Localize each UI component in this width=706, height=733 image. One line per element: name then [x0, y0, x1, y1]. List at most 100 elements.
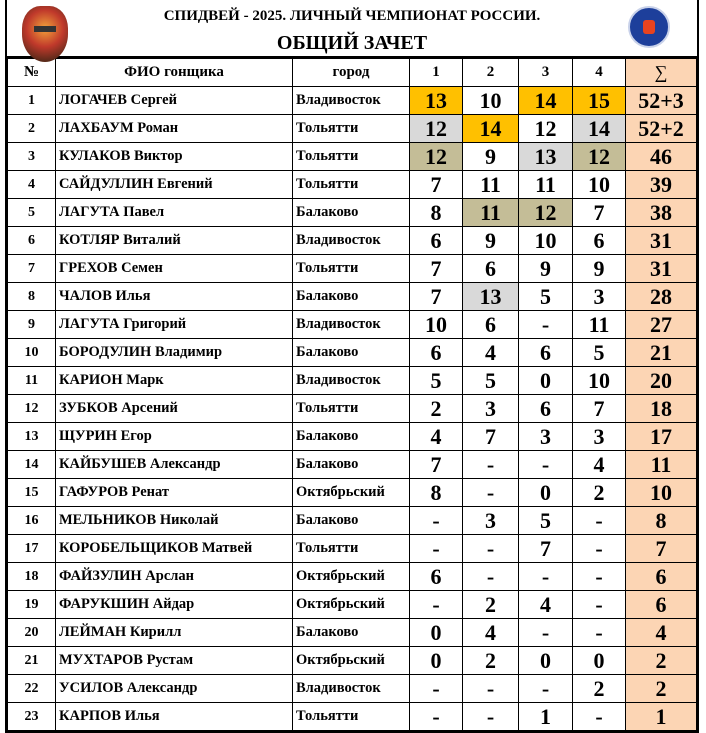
table-row: 1 ЛОГАЧЕВ Сергей Владивосток 13 10 14 15 52+3: [7, 86, 697, 115]
city-cell: Балаково: [292, 422, 410, 451]
stage-2-score-cell: 2: [462, 590, 519, 619]
city-cell: Балаково: [292, 338, 410, 367]
stage-2-score-cell: 6: [462, 254, 519, 283]
total-cell: 4: [625, 618, 697, 647]
stage-3-score-cell: 7: [518, 534, 573, 563]
rider-name-cell: ЩУРИН Егор: [55, 422, 293, 451]
table-row: 15 ГАФУРОВ Ренат Октябрьский 8-0 2 10: [7, 478, 697, 507]
total-cell: 17: [625, 422, 697, 451]
stage-4-score-cell: 9: [572, 254, 626, 283]
stage-1-score-cell: 8: [409, 198, 463, 227]
stage-4-score-cell: 10: [572, 170, 626, 199]
table-row: 6 КОТЛЯР Виталий Владивосток 6 9 10 6 31: [7, 226, 697, 255]
stage-3-score-cell: 5: [518, 282, 573, 311]
position-cell: 14: [7, 450, 56, 479]
position-cell: 15: [7, 478, 56, 507]
rider-name-cell: МУХТАРОВ Рустам: [55, 646, 293, 675]
col-header-stage-1: 1: [409, 58, 463, 87]
stage-2-score-cell: -: [462, 450, 519, 479]
position-cell: 16: [7, 506, 56, 535]
rider-name-cell: МЕЛЬНИКОВ Николай: [55, 506, 293, 535]
stage-2-score-cell: 11: [462, 198, 519, 227]
total-cell: 2: [625, 646, 697, 675]
position-cell: 19: [7, 590, 56, 619]
stage-3-score-cell: 6: [518, 394, 573, 423]
stage-1-score-cell: 8: [409, 478, 463, 507]
stage-2-score-cell: 4: [462, 338, 519, 367]
position-cell: 9: [7, 310, 56, 339]
col-header-city: город: [292, 58, 410, 87]
stage-1-score-cell: -: [409, 534, 463, 563]
table-row: 21 МУХТАРОВ Рустам Октябрьский 0 2 0 0 2: [7, 646, 697, 675]
table-row: 18 ФАЙЗУЛИН Арслан Октябрьский 6- - -6: [7, 562, 697, 591]
stage-4-score-cell: 12: [572, 142, 626, 171]
col-header-stage-3: 3: [518, 58, 573, 87]
rider-name-cell: ГАФУРОВ Ренат: [55, 478, 293, 507]
stage-3-score-cell: 5: [518, 506, 573, 535]
table-row: 23 КАРПОВ Илья Тольятти - -1-1: [7, 702, 697, 731]
stage-3-score-cell: -: [518, 310, 573, 339]
city-cell: Владивосток: [292, 366, 410, 395]
stage-2-score-cell: 9: [462, 142, 519, 171]
table-row: 19 ФАРУКШИН Айдар Октябрьский -2 4-6: [7, 590, 697, 619]
stage-1-score-cell: 12: [409, 142, 463, 171]
city-cell: Тольятти: [292, 170, 410, 199]
stage-2-score-cell: -: [462, 534, 519, 563]
rider-name-cell: ЛАХБАУМ Роман: [55, 114, 293, 143]
stage-3-score-cell: -: [518, 450, 573, 479]
stage-1-score-cell: 7: [409, 450, 463, 479]
city-cell: Владивосток: [292, 674, 410, 703]
city-cell: Тольятти: [292, 534, 410, 563]
stage-4-score-cell: 7: [572, 198, 626, 227]
stage-2-score-cell: 4: [462, 618, 519, 647]
position-cell: 22: [7, 674, 56, 703]
stage-4-score-cell: -: [572, 702, 626, 731]
stage-1-score-cell: 6: [409, 562, 463, 591]
stage-3-score-cell: 6: [518, 338, 573, 367]
stage-3-score-cell: 13: [518, 142, 573, 171]
stage-1-score-cell: 7: [409, 282, 463, 311]
total-cell: 52+2: [625, 114, 697, 143]
table-row: 5 ЛАГУТА Павел Балаково 8 11 12 7 38: [7, 198, 697, 227]
stage-4-score-cell: -: [572, 618, 626, 647]
total-cell: 46: [625, 142, 697, 171]
stage-3-score-cell: 0: [518, 478, 573, 507]
table-row: 22 УСИЛОВ Александр Владивосток - - -2 2: [7, 674, 697, 703]
stage-4-score-cell: 2: [572, 478, 626, 507]
position-cell: 13: [7, 422, 56, 451]
col-header-rider: ФИО гонщика: [55, 58, 293, 87]
position-cell: 3: [7, 142, 56, 171]
city-cell: Балаково: [292, 618, 410, 647]
stage-2-score-cell: 3: [462, 394, 519, 423]
total-cell: 31: [625, 254, 697, 283]
standings-table: № ФИО гонщика город 1 2 3 4 ∑ 1 ЛОГАЧЕВ С…: [7, 58, 697, 731]
table-row: 16 МЕЛЬНИКОВ Николай Балаково -3 5-8: [7, 506, 697, 535]
total-cell: 52+3: [625, 86, 697, 115]
stage-3-score-cell: 14: [518, 86, 573, 115]
total-cell: 1: [625, 702, 697, 731]
position-cell: 21: [7, 646, 56, 675]
position-cell: 20: [7, 618, 56, 647]
position-cell: 1: [7, 86, 56, 115]
position-cell: 17: [7, 534, 56, 563]
col-header-stage-4: 4: [572, 58, 626, 87]
total-cell: 6: [625, 590, 697, 619]
total-cell: 39: [625, 170, 697, 199]
table-row: 12 ЗУБКОВ Арсений Тольятти 2 3 6 7 18: [7, 394, 697, 423]
rider-name-cell: ЛОГАЧЕВ Сергей: [55, 86, 293, 115]
rider-name-cell: ЛАГУТА Григорий: [55, 310, 293, 339]
col-header-total: ∑: [625, 58, 697, 87]
total-cell: 18: [625, 394, 697, 423]
city-cell: Тольятти: [292, 394, 410, 423]
table-row: 17 КОРОБЕЛЬЩИКОВ Матвей Тольятти - -7-7: [7, 534, 697, 563]
position-cell: 23: [7, 702, 56, 731]
stage-1-score-cell: 7: [409, 254, 463, 283]
position-cell: 12: [7, 394, 56, 423]
stage-1-score-cell: 0: [409, 646, 463, 675]
table-row: 13 ЩУРИН Егор Балаково 4 7 3 3 17: [7, 422, 697, 451]
rider-name-cell: ФАЙЗУЛИН Арслан: [55, 562, 293, 591]
city-cell: Тольятти: [292, 254, 410, 283]
table-row: 10 БОРОДУЛИН Владимир Балаково 6 4 6 5 21: [7, 338, 697, 367]
stage-4-score-cell: 0: [572, 646, 626, 675]
rider-name-cell: САЙДУЛЛИН Евгений: [55, 170, 293, 199]
